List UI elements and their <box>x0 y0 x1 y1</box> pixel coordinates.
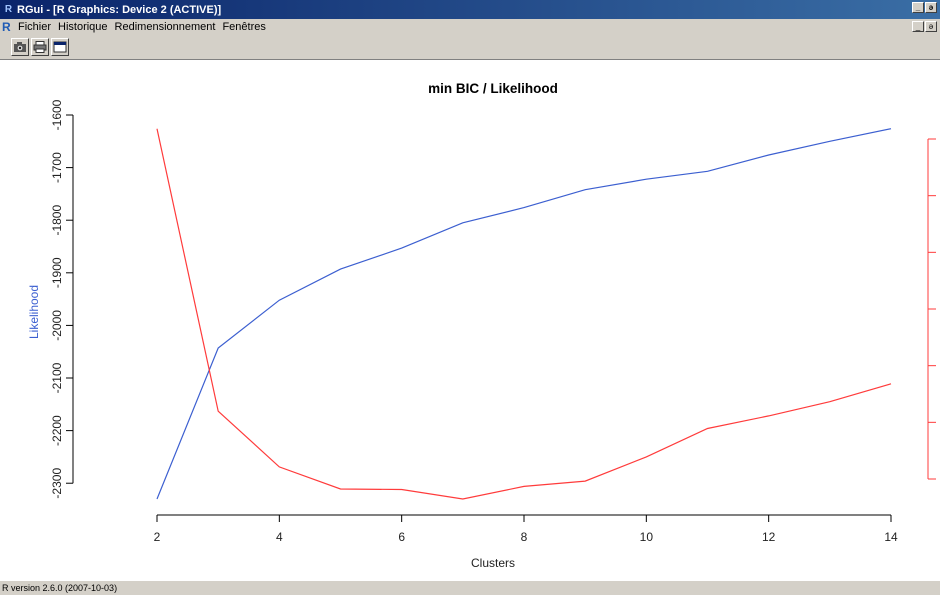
y-tick-label: -1700 <box>50 152 64 183</box>
document-minimize-button[interactable]: _ <box>912 21 924 32</box>
chart-title: min BIC / Likelihood <box>428 81 558 96</box>
x-axis-label: Clusters <box>471 556 515 570</box>
menubar: R Fichier Historique Redimensionnement F… <box>0 19 940 35</box>
y-tick-label: -2000 <box>50 310 64 341</box>
window-titlebar: R RGui - [R Graphics: Device 2 (ACTIVE)]… <box>0 0 940 19</box>
y-tick-label: -2100 <box>50 362 64 393</box>
menu-fichier[interactable]: Fichier <box>18 21 52 33</box>
menu-historique[interactable]: Historique <box>58 21 108 33</box>
menu-fenetres[interactable]: Fenêtres <box>222 21 266 33</box>
y-tick-label: -1800 <box>50 205 64 236</box>
x-axis: 2 4 6 8 10 12 14 <box>154 514 898 544</box>
window-button[interactable] <box>51 38 69 56</box>
bic-line <box>156 128 892 500</box>
x-tick-label: 4 <box>276 530 283 544</box>
y-tick-label: -2200 <box>50 415 64 446</box>
y-tick-label: -2300 <box>50 468 64 499</box>
x-tick-label: 14 <box>884 530 898 544</box>
toolbar <box>0 35 940 60</box>
x-tick-label: 12 <box>762 530 776 544</box>
status-text: R version 2.6.0 (2007-10-03) <box>2 583 118 593</box>
graphics-device: min BIC / Likelihood 2 4 6 8 10 12 14 -2300 -22… <box>0 60 940 580</box>
window-controls: _ ə <box>912 2 937 13</box>
likelihood-line <box>156 128 892 500</box>
document-restore-button[interactable]: ə <box>925 21 937 32</box>
r-logo-icon: R <box>4 4 13 15</box>
menu-redimensionnement[interactable]: Redimensionnement <box>114 21 216 33</box>
y-tick-label: -1900 <box>50 257 64 288</box>
window-icon <box>53 41 67 53</box>
chart: min BIC / Likelihood 2 4 6 8 10 12 14 -2300 -22… <box>27 81 936 570</box>
series-layer <box>156 128 892 500</box>
copy-metafile-button[interactable] <box>11 38 29 56</box>
y-tick-label: -1600 <box>50 99 64 130</box>
print-button[interactable] <box>31 38 49 56</box>
y-axis-label: Likelihood <box>27 285 41 339</box>
minimize-button[interactable]: _ <box>912 2 924 13</box>
document-window-controls: _ ə <box>912 21 937 32</box>
camera-icon <box>14 42 26 52</box>
printer-icon <box>33 41 47 53</box>
window-title: RGui - [R Graphics: Device 2 (ACTIVE)] <box>17 3 222 16</box>
x-tick-label: 8 <box>521 530 528 544</box>
right-axis <box>927 138 936 480</box>
status-bar: R version 2.6.0 (2007-10-03) <box>0 580 940 595</box>
x-tick-label: 6 <box>398 530 405 544</box>
r-menu-icon[interactable]: R <box>2 20 11 34</box>
y-axis: -2300 -2200 -2100 -2000 -1900 -1800 -1700 -1600 <box>50 99 74 499</box>
x-tick-label: 10 <box>640 530 654 544</box>
x-tick-label: 2 <box>154 530 161 544</box>
restore-button[interactable]: ə <box>925 2 937 13</box>
